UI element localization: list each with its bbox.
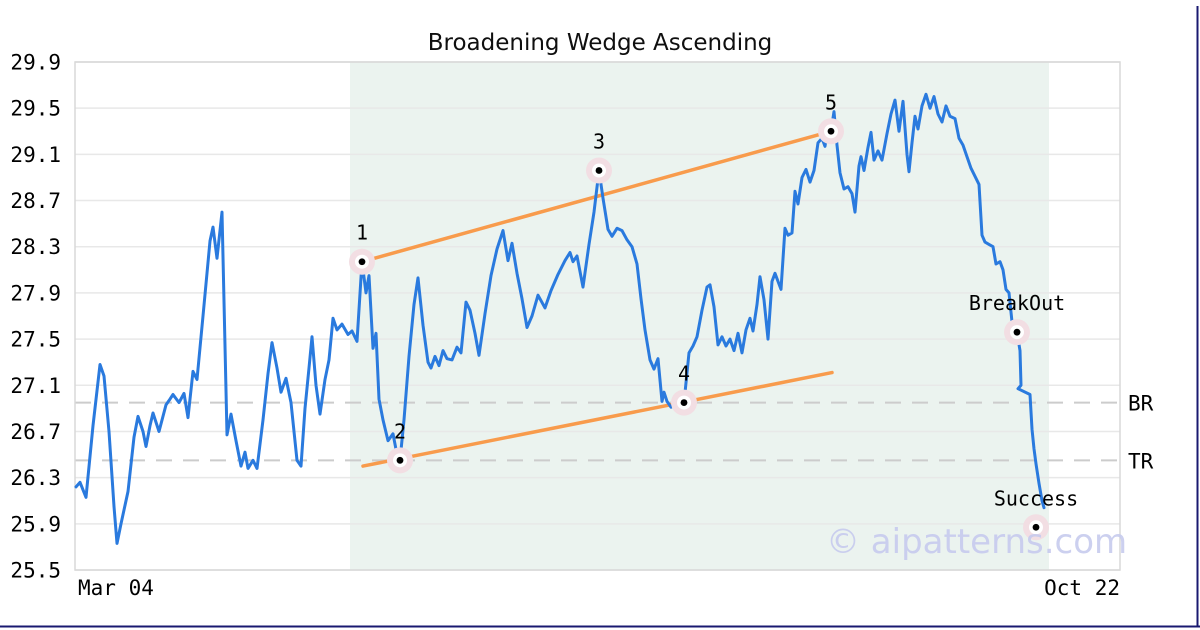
plot-border xyxy=(74,61,1121,571)
marker-4: 4 xyxy=(671,362,697,416)
marker-success: Success xyxy=(994,486,1078,541)
x-tick-start: Mar 04 xyxy=(78,576,154,600)
lower-trendline xyxy=(361,370,834,468)
marker-1: 1 xyxy=(349,221,375,275)
price-line-layer xyxy=(74,92,1046,545)
y-tick-label: 28.3 xyxy=(10,235,61,259)
marker-dot xyxy=(396,456,404,464)
marker-label-success: Success xyxy=(994,486,1078,510)
marker-label-2: 2 xyxy=(394,419,406,443)
marker-2: 2 xyxy=(387,419,413,474)
y-tick-label: 27.5 xyxy=(10,328,61,352)
marker-dot xyxy=(595,167,603,174)
marker-5: 5 xyxy=(818,90,844,145)
y-tick-label: 26.7 xyxy=(10,420,61,444)
level-line-layer: BR TR xyxy=(75,392,1154,473)
watermark: © aipatterns.com xyxy=(826,522,1127,562)
marker-breakout: BreakOut xyxy=(969,291,1065,346)
x-tick-end: Oct 22 xyxy=(1044,576,1120,600)
y-tick-label: 27.1 xyxy=(10,374,61,398)
price-line xyxy=(74,92,1046,545)
y-axis-tick-layer: 29.9 29.5 29.1 28.7 28.3 27.9 27.5 27.1 26.7 26.3… xyxy=(10,51,61,583)
marker-label-breakout: BreakOut xyxy=(969,291,1065,315)
marker-dot xyxy=(680,399,688,406)
marker-dot xyxy=(827,127,835,135)
gridline-layer xyxy=(75,61,1120,571)
y-tick-label: 27.9 xyxy=(10,281,61,305)
chart-title: Broadening Wedge Ascending xyxy=(428,30,773,56)
marker-dot xyxy=(1032,523,1040,531)
y-tick-label: 28.7 xyxy=(10,189,61,213)
y-tick-label: 26.3 xyxy=(10,466,61,490)
marker-3: 3 xyxy=(586,130,612,184)
plot-border-layer xyxy=(74,61,1121,571)
marker-dot xyxy=(1013,328,1021,336)
y-tick-label: 29.5 xyxy=(10,97,61,121)
y-tick-label: 29.1 xyxy=(10,143,61,167)
pattern-marker-layer: 1 2 3 4 5 BreakOut Success xyxy=(349,90,1078,541)
marker-label-1: 1 xyxy=(356,221,368,245)
level-label-br: BR xyxy=(1128,392,1154,416)
marker-label-5: 5 xyxy=(825,90,837,114)
marker-dot xyxy=(358,258,366,266)
y-tick-label: 25.5 xyxy=(10,559,61,583)
level-label-tr: TR xyxy=(1128,449,1154,473)
marker-label-4: 4 xyxy=(678,362,690,386)
y-tick-label: 25.9 xyxy=(10,512,61,536)
y-tick-label: 29.9 xyxy=(10,51,61,75)
marker-label-3: 3 xyxy=(593,130,605,154)
